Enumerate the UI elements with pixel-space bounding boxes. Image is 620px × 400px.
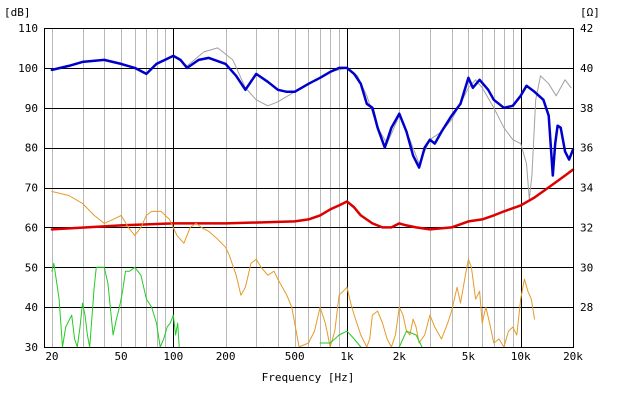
- right-tick-label: 40: [580, 62, 593, 75]
- series-line-1: [50, 54, 575, 177]
- right-tick-label: 38: [580, 102, 593, 115]
- right-tick-label: 30: [580, 261, 593, 274]
- x-tick-label: 1k: [340, 350, 354, 363]
- right-axis-unit-label: [Ω]: [580, 6, 600, 19]
- left-tick-label: 40: [25, 301, 38, 314]
- left-tick-label: 60: [25, 221, 38, 234]
- left-tick-label: 100: [18, 62, 38, 75]
- x-tick-label: 500: [285, 350, 305, 363]
- tick-labels: 20 50 100 200 500 1k 2k 5k 10k 20k 30 40 50 60 70 80 90 1…: [18, 22, 593, 363]
- plot-frame: [44, 28, 574, 348]
- series-line-5: [159, 314, 180, 348]
- grid: [44, 28, 574, 348]
- x-axis-title: Frequency [Hz]: [262, 371, 355, 384]
- left-tick-label: 50: [25, 261, 38, 274]
- x-tick-label: 200: [216, 350, 236, 363]
- x-tick-label: 10k: [511, 350, 531, 363]
- x-tick-label: 20k: [563, 350, 583, 363]
- x-tick-label: 20: [45, 350, 58, 363]
- right-tick-label: 34: [580, 182, 594, 195]
- left-tick-label: 30: [25, 341, 38, 354]
- series-line-3: [51, 191, 535, 348]
- x-tick-label: 100: [163, 350, 183, 363]
- series-line-2: [50, 168, 575, 231]
- series-line-6: [319, 330, 362, 348]
- left-tick-label: 110: [18, 22, 38, 35]
- left-tick-label: 80: [25, 142, 38, 155]
- left-tick-label: 70: [25, 182, 38, 195]
- right-tick-label: 36: [580, 142, 593, 155]
- left-tick-label: 90: [25, 102, 38, 115]
- x-tick-label: 2k: [393, 350, 407, 363]
- left-axis-unit-label: [dB]: [4, 6, 31, 19]
- series-line-0: [51, 47, 572, 200]
- right-tick-label: 42: [580, 22, 593, 35]
- x-tick-label: 5k: [462, 350, 476, 363]
- x-tick-label: 50: [114, 350, 127, 363]
- series-layer: [50, 47, 575, 348]
- series-line-7: [398, 330, 423, 348]
- right-tick-label: 28: [580, 301, 593, 314]
- series-line-4: [51, 262, 161, 348]
- right-tick-label: 32: [580, 221, 593, 234]
